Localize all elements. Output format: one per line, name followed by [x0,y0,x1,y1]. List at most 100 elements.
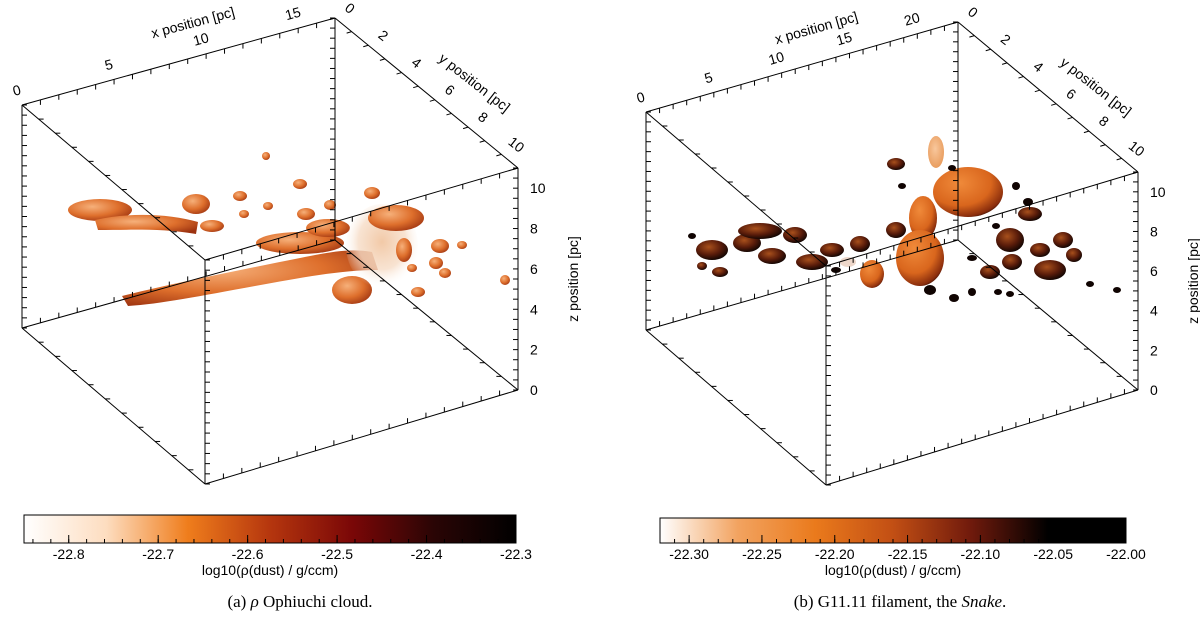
z-tick-label: 2 [1150,342,1158,358]
y-tick [429,99,435,102]
blob [898,183,906,189]
x-tick-label: 10 [767,48,787,68]
blob [256,232,344,254]
colorbar: -22.30 -22.25 -22.20 -22.15 -22.10 -22.05 -22.… [659,517,1146,578]
y-tick [1051,103,1057,106]
y-tick-label: 0 [965,3,981,21]
y-tick [496,153,502,157]
blob [924,285,936,295]
blob [429,257,443,269]
data-blobs-b [688,136,1121,302]
colorbar-bar [659,517,1127,544]
blob [712,267,728,277]
blob [1002,254,1022,270]
box-edge [957,21,1139,173]
z-tick-label: 10 [1150,184,1166,200]
colorbar-tick-label: -22.05 [1033,546,1073,562]
blob [948,165,956,171]
x-tick-label: 10 [191,29,210,49]
x-tick-label: 15 [834,29,854,49]
box-edge [21,17,336,106]
blob [1086,281,1094,287]
colorbar-tick-label: -22.10 [961,546,1001,562]
z-tick-label: 6 [1150,263,1158,279]
colorbar-tick-label: -22.7 [142,546,174,562]
blob [992,223,1000,229]
box-edge [21,239,336,329]
box-edge [21,104,206,261]
colorbar-label: log10(ρ(dust) / g/ccm) [202,562,338,578]
y-axis-label: y position [pc] [1057,54,1134,119]
panel-snake: 0 5 10 15 20 x position [pc] 0 2 4 6 8 10 y position… [600,0,1200,622]
z-tick-label: 0 [530,382,538,398]
blob [994,289,1002,295]
z-tick-label: 4 [530,301,538,317]
blob [396,238,412,262]
lower-filament [122,250,378,306]
box-edge [957,239,1139,391]
blob [831,267,841,273]
colorbar-tick-label: -22.8 [53,546,85,562]
blob [411,287,425,297]
blob [431,239,449,253]
y-tick [985,48,991,52]
y-tick-label: 8 [1096,112,1112,130]
y-tick [446,112,452,116]
y-tick [462,126,469,130]
blob [1066,248,1082,262]
box-edge [204,167,519,261]
box-edge [334,17,519,169]
colorbar-tick-label: -22.4 [411,546,443,562]
blob [850,236,870,252]
blob [783,227,807,243]
box-edge [645,21,959,113]
blob [896,230,944,286]
blob [860,260,884,288]
x-tick-label: 20 [902,9,922,29]
blob [239,210,249,218]
blob [1030,243,1050,257]
blob [233,191,247,201]
y-tick [346,31,352,34]
y-tick-label: 6 [442,81,458,99]
blob [696,240,728,260]
blob [324,200,336,210]
blob [297,208,315,220]
y-tick-label: 6 [1063,85,1079,103]
x-tick-label: 0 [635,88,647,106]
y-tick-label: 8 [475,108,491,126]
colorbar-tick-label: -22.15 [888,546,928,562]
blob [368,205,424,231]
box-edge [645,329,827,486]
blob [697,262,707,270]
colorbar-tick-label: -22.30 [669,546,709,562]
y-tick-label: 4 [409,54,425,72]
y-tick [379,58,386,61]
y-tick-label: 10 [505,133,527,155]
blob [68,199,132,221]
blob [1113,287,1121,293]
blob [1034,260,1066,280]
y-tick-label: 2 [998,31,1014,49]
blob [949,294,959,302]
colorbar-tick-label: -22.25 [742,546,782,562]
colorbar-tick-label: -22.3 [500,546,532,562]
blob [796,254,828,270]
blob [996,228,1024,252]
x-tick-label: 15 [283,4,302,24]
blob [263,202,273,210]
blob [182,194,210,214]
blob [928,136,944,168]
blob [980,265,1000,279]
blob [820,243,844,257]
box-edge [645,111,827,267]
colorbar-tick-label: -22.20 [815,546,855,562]
blob [364,187,380,199]
z-tick-label: 6 [530,261,538,277]
z-axis-label: z position [pc] [1185,238,1200,324]
y-tick [1034,89,1040,93]
colorbar-label: log10(ρ(dust) / g/ccm) [825,562,961,578]
box-edge [204,389,519,485]
x-tick-label: 5 [702,69,714,87]
